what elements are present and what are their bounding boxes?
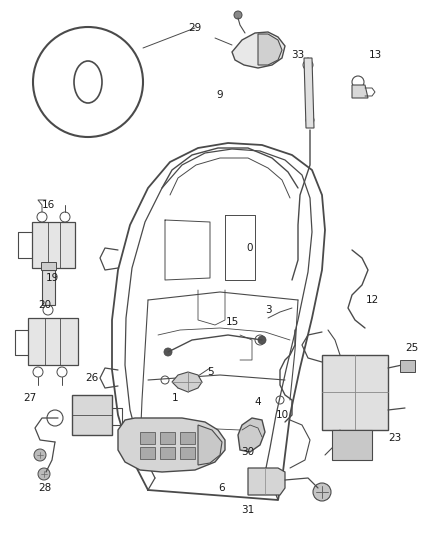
Polygon shape bbox=[140, 447, 155, 459]
Text: 5: 5 bbox=[207, 367, 213, 377]
Polygon shape bbox=[180, 432, 195, 444]
Text: 29: 29 bbox=[188, 23, 201, 33]
Text: 26: 26 bbox=[85, 373, 99, 383]
Polygon shape bbox=[198, 425, 222, 465]
Text: 25: 25 bbox=[406, 343, 419, 353]
Polygon shape bbox=[322, 355, 388, 430]
Polygon shape bbox=[42, 270, 55, 305]
Polygon shape bbox=[172, 372, 202, 392]
Text: 19: 19 bbox=[46, 273, 59, 283]
Polygon shape bbox=[118, 418, 225, 472]
Polygon shape bbox=[28, 318, 78, 365]
Polygon shape bbox=[304, 58, 314, 128]
Text: 20: 20 bbox=[39, 300, 52, 310]
Polygon shape bbox=[232, 32, 285, 68]
Polygon shape bbox=[160, 447, 175, 459]
Polygon shape bbox=[160, 432, 175, 444]
Polygon shape bbox=[248, 468, 285, 495]
Polygon shape bbox=[180, 447, 195, 459]
Polygon shape bbox=[72, 395, 112, 435]
Circle shape bbox=[258, 336, 266, 344]
Text: 27: 27 bbox=[23, 393, 37, 403]
Text: 13: 13 bbox=[368, 50, 381, 60]
Polygon shape bbox=[332, 430, 372, 460]
Circle shape bbox=[34, 449, 46, 461]
Text: 28: 28 bbox=[39, 483, 52, 493]
Polygon shape bbox=[32, 222, 75, 268]
Text: 15: 15 bbox=[226, 317, 239, 327]
Text: 1: 1 bbox=[172, 393, 178, 403]
Text: 3: 3 bbox=[265, 305, 271, 315]
Text: 16: 16 bbox=[41, 200, 55, 210]
Text: 33: 33 bbox=[291, 50, 304, 60]
Text: 6: 6 bbox=[219, 483, 225, 493]
Circle shape bbox=[164, 348, 172, 356]
Polygon shape bbox=[400, 360, 415, 372]
Polygon shape bbox=[258, 34, 282, 65]
Circle shape bbox=[38, 468, 50, 480]
Circle shape bbox=[313, 483, 331, 501]
Text: 10: 10 bbox=[276, 410, 289, 420]
Text: 9: 9 bbox=[217, 90, 223, 100]
Text: 30: 30 bbox=[241, 447, 254, 457]
Text: 0: 0 bbox=[247, 243, 253, 253]
Text: 4: 4 bbox=[254, 397, 261, 407]
Text: 12: 12 bbox=[365, 295, 378, 305]
Polygon shape bbox=[352, 85, 368, 98]
Polygon shape bbox=[140, 432, 155, 444]
Polygon shape bbox=[41, 262, 56, 270]
Text: 31: 31 bbox=[241, 505, 254, 515]
Polygon shape bbox=[238, 418, 265, 452]
Circle shape bbox=[234, 11, 242, 19]
Text: 23: 23 bbox=[389, 433, 402, 443]
